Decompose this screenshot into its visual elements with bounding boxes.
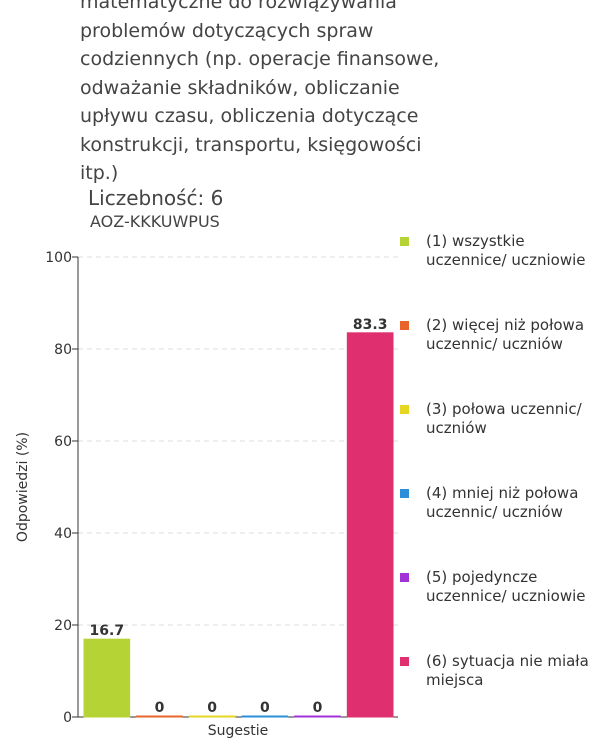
count-label: Liczebność: 6 <box>88 186 224 210</box>
legend-swatch <box>400 489 409 498</box>
value-label: 0 <box>313 700 323 716</box>
y-tick-label: 100 <box>45 250 72 266</box>
bar <box>241 715 289 718</box>
legend-item: (1) wszystkie uczennice/ uczniowie <box>400 232 590 270</box>
legend-label: (5) pojedyncze uczennice/ uczniowie <box>426 568 586 605</box>
legend-swatch <box>400 573 409 582</box>
description-line: itp.) <box>80 162 119 184</box>
y-tick-label: 20 <box>54 618 72 634</box>
legend-item: (2) więcej niż połowa uczennic/ uczniów <box>400 316 590 354</box>
code-label: AOZ-KKKUWPUS <box>90 212 220 231</box>
y-tick-label: 60 <box>54 434 72 450</box>
legend-swatch <box>400 405 409 414</box>
description-line: odważanie składników, obliczanie <box>80 76 400 99</box>
legend-label: (3) połowa uczennic/ uczniów <box>426 400 582 437</box>
bar <box>346 332 394 718</box>
legend-label: (1) wszystkie uczennice/ uczniowie <box>426 232 586 269</box>
description-line: konstrukcji, transportu, księgowości <box>80 133 422 156</box>
value-label: 0 <box>207 700 217 716</box>
bar <box>83 638 131 718</box>
legend-label: (4) mniej niż połowa uczennic/ uczniów <box>426 484 579 521</box>
legend-item: (3) połowa uczennic/ uczniów <box>400 400 590 438</box>
legend-item: (5) pojedyncze uczennice/ uczniowie <box>400 568 590 606</box>
legend-label: (6) sytuacja nie miała miejsca <box>426 652 589 689</box>
legend-item: (6) sytuacja nie miała miejsca <box>400 652 590 690</box>
bar <box>188 715 236 718</box>
value-label: 0 <box>260 700 270 716</box>
bar <box>294 715 341 718</box>
value-label: 83.3 <box>353 317 388 333</box>
legend-item: (4) mniej niż połowa uczennic/ uczniów <box>400 484 590 522</box>
legend-label: (2) więcej niż połowa uczennic/ uczniów <box>426 316 585 353</box>
description-line: codziennych (np. operacje finansowe, <box>80 48 440 70</box>
description-line: upływu czasu, obliczenia dotyczące <box>80 105 419 127</box>
x-axis-label: Sugestie <box>208 723 269 739</box>
y-tick-label: 80 <box>54 342 72 358</box>
y-tick-label: 40 <box>54 526 72 542</box>
legend-swatch <box>400 657 409 666</box>
y-tick-label: 0 <box>63 710 72 726</box>
description: matematyczne do rozwiązywania problemów d… <box>80 0 439 188</box>
value-label: 16.7 <box>90 623 125 639</box>
legend-swatch <box>400 237 409 246</box>
legend-swatch <box>400 321 409 330</box>
y-axis-label: Odpowiedzi (%) <box>15 432 31 542</box>
bar <box>136 715 183 718</box>
description-line: matematyczne do rozwiązywania <box>80 0 397 13</box>
description-line: problemów dotyczących spraw <box>80 19 374 42</box>
value-label: 0 <box>155 700 165 716</box>
